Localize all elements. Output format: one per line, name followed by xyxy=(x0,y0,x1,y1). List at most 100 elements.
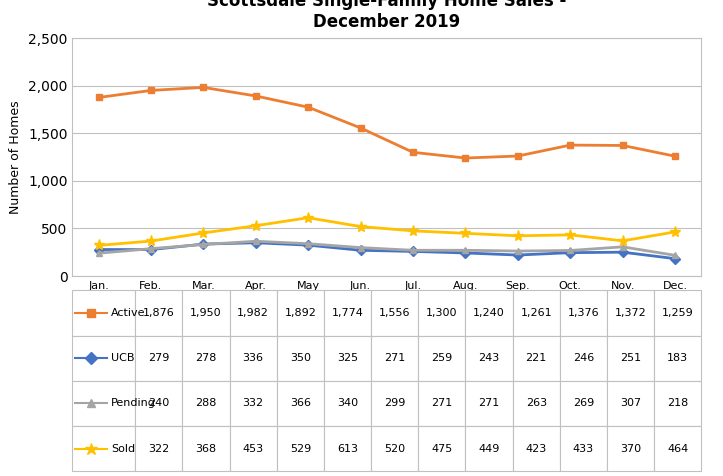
Text: Pending: Pending xyxy=(111,398,156,408)
UCB xyxy=(513,252,522,258)
UCB xyxy=(356,248,365,253)
Text: 271: 271 xyxy=(384,353,406,363)
Pending xyxy=(356,245,365,250)
Text: 240: 240 xyxy=(148,398,169,408)
Pending xyxy=(566,248,575,253)
Bar xyxy=(607,336,654,381)
Bar xyxy=(324,336,371,381)
Bar xyxy=(324,426,371,471)
Text: 340: 340 xyxy=(337,398,358,408)
UCB xyxy=(304,242,312,248)
Line: Active: Active xyxy=(95,84,679,161)
Bar xyxy=(230,381,277,426)
Text: 1,261: 1,261 xyxy=(521,308,552,318)
Active xyxy=(671,153,680,159)
Bar xyxy=(277,290,324,336)
Active xyxy=(513,153,522,159)
Text: 221: 221 xyxy=(526,353,547,363)
Text: 325: 325 xyxy=(337,353,358,363)
Bar xyxy=(466,381,513,426)
Text: 332: 332 xyxy=(243,398,264,408)
Text: 288: 288 xyxy=(195,398,217,408)
Active xyxy=(147,88,155,93)
UCB xyxy=(461,250,470,256)
Sold xyxy=(304,215,312,220)
Bar xyxy=(560,336,607,381)
Text: 271: 271 xyxy=(479,398,500,408)
Bar xyxy=(560,426,607,471)
Active xyxy=(304,104,312,110)
Active xyxy=(461,155,470,161)
Bar xyxy=(230,426,277,471)
Text: 350: 350 xyxy=(290,353,311,363)
Pending xyxy=(304,241,312,247)
Text: 433: 433 xyxy=(573,444,594,454)
Bar xyxy=(466,426,513,471)
UCB xyxy=(408,248,417,254)
Line: Sold: Sold xyxy=(93,212,680,251)
Active xyxy=(408,149,417,155)
Text: 475: 475 xyxy=(431,444,453,454)
Text: 1,892: 1,892 xyxy=(284,308,316,318)
Active xyxy=(199,85,208,90)
Text: 423: 423 xyxy=(526,444,547,454)
Text: 613: 613 xyxy=(337,444,358,454)
Y-axis label: Number of Homes: Number of Homes xyxy=(9,100,22,214)
Bar xyxy=(230,336,277,381)
Text: 520: 520 xyxy=(384,444,405,454)
Bar xyxy=(466,290,513,336)
Sold xyxy=(566,232,575,238)
Text: 322: 322 xyxy=(148,444,169,454)
Bar xyxy=(418,426,466,471)
Bar xyxy=(607,426,654,471)
Sold xyxy=(513,233,522,238)
Pending xyxy=(408,248,417,253)
UCB xyxy=(199,241,208,247)
Text: 251: 251 xyxy=(620,353,641,363)
Sold xyxy=(356,224,365,229)
Bar xyxy=(277,336,324,381)
Bar xyxy=(371,290,418,336)
Bar xyxy=(135,381,182,426)
Bar xyxy=(371,336,418,381)
Bar xyxy=(371,426,418,471)
Bar xyxy=(513,381,560,426)
Pending xyxy=(94,250,103,256)
Text: UCB: UCB xyxy=(111,353,134,363)
Text: 1,982: 1,982 xyxy=(237,308,269,318)
Text: 1,950: 1,950 xyxy=(190,308,222,318)
UCB xyxy=(94,247,103,252)
Text: 278: 278 xyxy=(195,353,217,363)
Bar xyxy=(418,381,466,426)
Text: Sold: Sold xyxy=(111,444,135,454)
Line: UCB: UCB xyxy=(95,239,679,262)
Text: 246: 246 xyxy=(573,353,594,363)
Text: 1,556: 1,556 xyxy=(379,308,411,318)
Pending xyxy=(252,238,260,244)
Line: Pending: Pending xyxy=(95,238,679,259)
Sold xyxy=(408,228,417,234)
Bar xyxy=(466,336,513,381)
Text: 183: 183 xyxy=(667,353,688,363)
Text: 1,876: 1,876 xyxy=(143,308,175,318)
Text: 464: 464 xyxy=(667,444,688,454)
Bar xyxy=(513,290,560,336)
Title: Scottsdale Single-Family Home Sales -
December 2019: Scottsdale Single-Family Home Sales - De… xyxy=(207,0,567,31)
Sold xyxy=(671,229,680,235)
Text: 453: 453 xyxy=(243,444,264,454)
Bar xyxy=(182,290,230,336)
Bar xyxy=(607,290,654,336)
Bar xyxy=(230,290,277,336)
Text: 243: 243 xyxy=(479,353,500,363)
Text: 263: 263 xyxy=(526,398,547,408)
Text: 336: 336 xyxy=(243,353,264,363)
Text: 299: 299 xyxy=(384,398,406,408)
UCB xyxy=(671,256,680,261)
Bar xyxy=(560,290,607,336)
Pending xyxy=(199,242,208,248)
Bar xyxy=(560,381,607,426)
Pending xyxy=(618,244,627,250)
Text: 449: 449 xyxy=(479,444,500,454)
Sold xyxy=(461,230,470,236)
Pending xyxy=(671,252,680,258)
